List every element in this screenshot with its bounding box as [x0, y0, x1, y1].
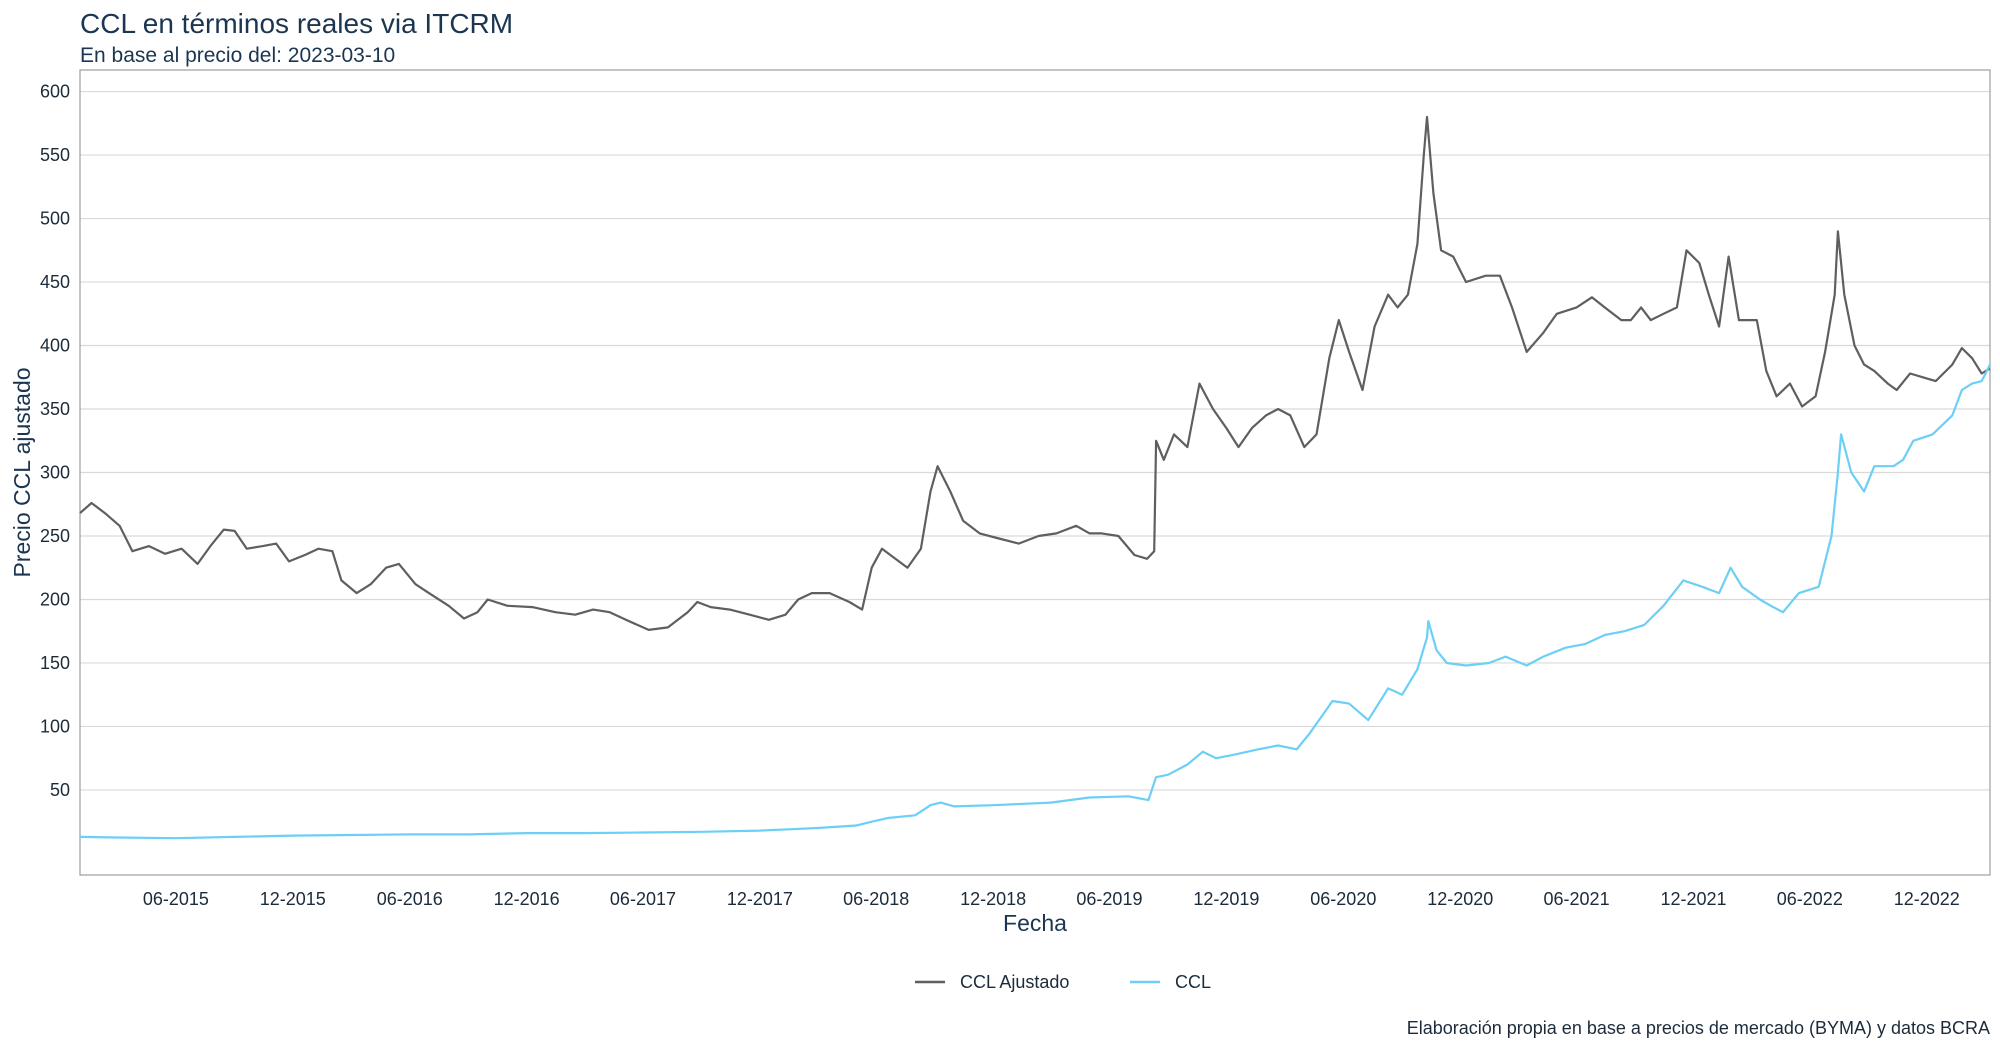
legend-label-ccl: CCL — [1175, 972, 1211, 992]
y-tick-label: 350 — [40, 399, 70, 419]
x-tick-label: 06-2015 — [143, 889, 209, 909]
x-tick-label: 06-2019 — [1076, 889, 1142, 909]
x-tick-label: 06-2020 — [1310, 889, 1376, 909]
chart-title: CCL en términos reales via ITCRM — [80, 8, 514, 39]
x-tick-label: 06-2022 — [1777, 889, 1843, 909]
x-tick-label: 12-2017 — [727, 889, 793, 909]
y-tick-label: 250 — [40, 526, 70, 546]
y-tick-label: 200 — [40, 589, 70, 609]
y-tick-label: 50 — [50, 780, 70, 800]
y-tick-label: 100 — [40, 716, 70, 736]
y-tick-label: 500 — [40, 209, 70, 229]
chart-subtitle: En base al precio del: 2023-03-10 — [80, 44, 396, 67]
x-tick-label: 06-2017 — [610, 889, 676, 909]
x-tick-label: 12-2020 — [1427, 889, 1493, 909]
plot-panel-border — [79, 69, 1991, 876]
y-tick-label: 300 — [40, 463, 70, 483]
x-tick-label: 12-2022 — [1894, 889, 1960, 909]
x-tick-label: 12-2015 — [260, 889, 326, 909]
y-tick-label: 150 — [40, 653, 70, 673]
y-tick-label: 400 — [40, 336, 70, 356]
series-line-ccl — [79, 364, 1991, 840]
source-caption: Elaboración propia en base a precios de … — [1406, 1018, 1990, 1038]
x-tick-label: 06-2018 — [843, 889, 909, 909]
x-axis-title: Fecha — [1003, 910, 1067, 936]
y-tick-label: 600 — [40, 82, 70, 102]
series-line-ccl-ajustado — [79, 115, 1991, 631]
x-tick-label: 12-2021 — [1660, 889, 1726, 909]
x-tick-label: 12-2016 — [494, 889, 560, 909]
y-tick-label: 550 — [40, 145, 70, 165]
legend-label-ccl-ajustado: CCL Ajustado — [960, 972, 1069, 992]
y-tick-label: 450 — [40, 272, 70, 292]
x-tick-label: 06-2021 — [1544, 889, 1610, 909]
y-axis-title: Precio CCL ajustado — [9, 367, 35, 577]
x-tick-label: 12-2019 — [1193, 889, 1259, 909]
x-tick-label: 06-2016 — [377, 889, 443, 909]
x-tick-label: 12-2018 — [960, 889, 1026, 909]
